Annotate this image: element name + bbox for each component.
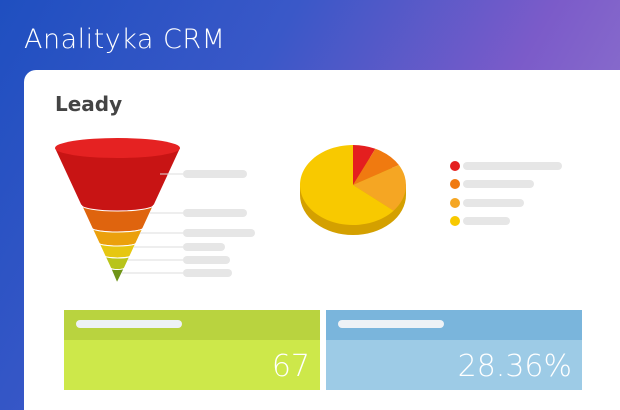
funnel <box>55 138 180 285</box>
pie <box>299 145 406 235</box>
tile-value: 28.36% <box>457 349 572 384</box>
tile: 67 <box>64 310 320 390</box>
card-title: Leady <box>55 92 123 116</box>
tile: 28.36% <box>326 310 582 390</box>
pie-legend <box>450 161 562 226</box>
app-title: Analityka CRM <box>24 24 226 55</box>
tile-value: 67 <box>271 349 310 384</box>
funnel-labels <box>122 170 255 277</box>
card: Leady 67 28.36% <box>24 70 620 410</box>
